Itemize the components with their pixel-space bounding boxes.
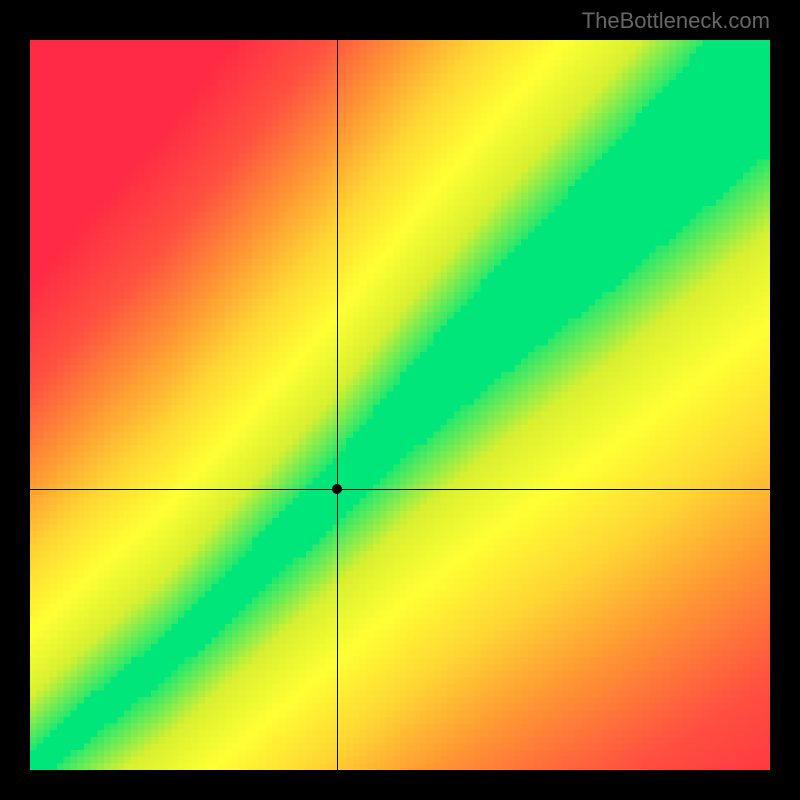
crosshair-marker [332, 484, 342, 494]
heatmap-plot [30, 40, 770, 770]
heatmap-canvas [30, 40, 770, 770]
watermark-label: TheBottleneck.com [582, 8, 770, 34]
crosshair-vertical [337, 40, 338, 770]
crosshair-horizontal [30, 489, 770, 490]
